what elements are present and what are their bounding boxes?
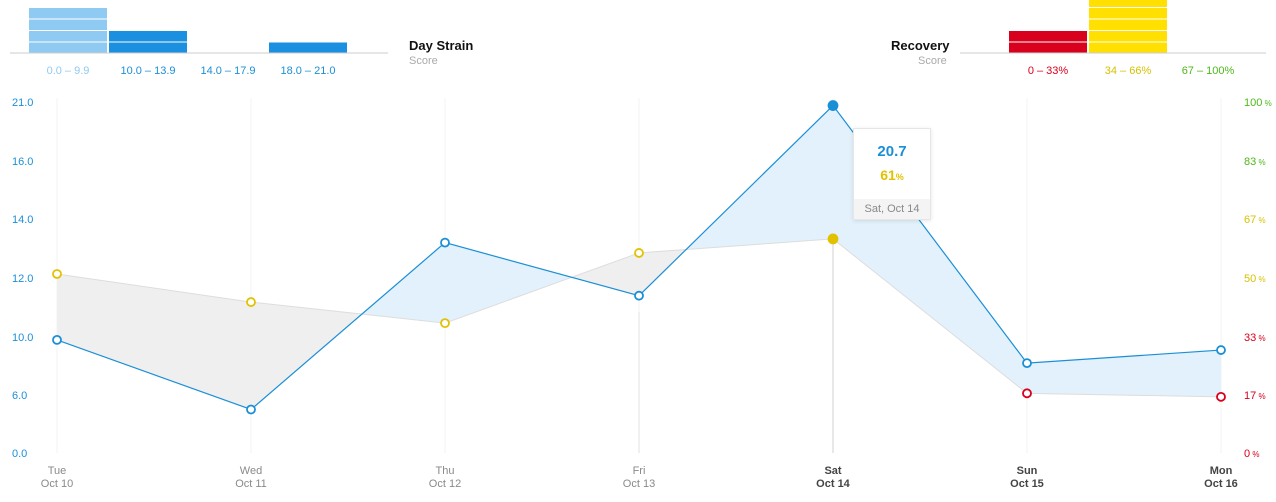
- strain-bin-label: 10.0 – 13.9: [120, 65, 175, 77]
- band-region: [1027, 350, 1221, 397]
- right-axis-tick-value: 33: [1244, 332, 1256, 344]
- recovery-point: [827, 233, 839, 245]
- x-axis-date-label: Oct 10: [41, 478, 73, 490]
- band-region: [361, 242, 445, 324]
- recovery-histogram-segment: [1089, 31, 1167, 42]
- x-axis-day-label: Sun: [1017, 465, 1038, 477]
- left-axis-tick-label: 10.0: [12, 332, 33, 344]
- x-axis-day-label: Wed: [240, 465, 262, 477]
- recovery-histogram-segment: [1089, 0, 1167, 7]
- right-axis-tick-label: 83 %: [1244, 156, 1266, 168]
- right-axis-tick-value: 67: [1244, 214, 1256, 226]
- strain-histogram-segment: [29, 31, 107, 42]
- chart-tooltip: 20.7 61% Sat, Oct 14: [853, 128, 931, 220]
- tooltip-date: Sat, Oct 14: [854, 199, 930, 219]
- tooltip-recovery-unit: %: [895, 172, 904, 182]
- right-axis-tick-label: 50 %: [1244, 273, 1266, 285]
- right-axis-tick-unit: %: [1256, 216, 1265, 225]
- recovery-bin-label: 67 – 100%: [1182, 65, 1235, 77]
- left-axis-tick-label: 21.0: [12, 97, 33, 109]
- x-axis-date-label: Oct 11: [235, 478, 267, 490]
- right-axis-tick-label: 17 %: [1244, 390, 1266, 402]
- strain-histogram-segment: [109, 42, 187, 53]
- recovery-histogram-segment: [1089, 42, 1167, 53]
- right-axis-tick-unit: %: [1262, 99, 1271, 108]
- strain-histogram-segment: [269, 42, 347, 53]
- left-axis-tick-label: 6.0: [12, 390, 27, 402]
- recovery-point: [246, 297, 256, 307]
- recovery-histogram-segment: [1009, 31, 1087, 42]
- strain-legend-title: Day Strain: [409, 38, 474, 53]
- recovery-legend-subtitle: Score: [918, 55, 947, 67]
- right-axis-tick-label: 67 %: [1244, 214, 1266, 226]
- recovery-histogram-segment: [1009, 42, 1087, 53]
- x-axis-day-label: Sat: [824, 465, 841, 477]
- x-axis-date-label: Oct 14: [816, 478, 851, 490]
- recovery-point: [52, 269, 62, 279]
- x-axis-day-label: Fri: [633, 465, 646, 477]
- strain-histogram-segment: [29, 42, 107, 53]
- recovery-point: [1022, 388, 1032, 399]
- x-axis-date-label: Oct 13: [623, 478, 655, 490]
- band-region: [445, 242, 572, 324]
- x-axis-day-label: Tue: [48, 465, 67, 477]
- strain-point: [1216, 345, 1226, 355]
- strain-bin-label: 14.0 – 17.9: [200, 65, 255, 77]
- left-axis-tick-label: 14.0: [12, 214, 33, 226]
- band-region: [251, 302, 362, 410]
- strain-point: [1022, 358, 1032, 369]
- right-axis-tick-value: 50: [1244, 273, 1256, 285]
- right-axis-tick-unit: %: [1256, 334, 1265, 343]
- band-region: [57, 273, 251, 410]
- x-axis-day-label: Thu: [436, 465, 455, 477]
- left-axis-tick-label: 12.0: [12, 273, 33, 285]
- x-axis-date-label: Oct 15: [1010, 478, 1044, 490]
- left-axis-tick-label: 16.0: [12, 156, 33, 168]
- recovery-bin-label: 34 – 66%: [1105, 65, 1152, 77]
- right-axis-tick-label: 100 %: [1244, 97, 1272, 109]
- right-axis-tick-value: 0: [1244, 448, 1250, 460]
- right-axis-tick-label: 33 %: [1244, 332, 1266, 344]
- recovery-point: [1216, 391, 1226, 402]
- strain-histogram-segment: [109, 31, 187, 42]
- right-axis-tick-value: 17: [1244, 390, 1256, 402]
- tooltip-recovery-number: 61: [880, 167, 896, 183]
- tooltip-recovery-value: 61%: [854, 167, 930, 183]
- recovery-point: [634, 248, 644, 258]
- right-axis-tick-unit: %: [1256, 158, 1265, 167]
- x-axis-date-label: Oct 12: [429, 478, 461, 490]
- strain-point: [827, 100, 839, 111]
- right-axis-tick-value: 100: [1244, 97, 1262, 109]
- right-axis-tick-unit: %: [1256, 275, 1265, 284]
- band-region: [571, 252, 639, 296]
- strain-bin-label: 0.0 – 9.9: [47, 65, 90, 77]
- left-axis-tick-label: 0.0: [12, 448, 27, 460]
- strain-point: [246, 404, 256, 415]
- recovery-legend-title: Recovery: [891, 38, 950, 53]
- strain-point: [440, 237, 450, 248]
- strain-point: [634, 290, 644, 301]
- x-axis-date-label: Oct 16: [1204, 478, 1238, 490]
- strain-bin-label: 18.0 – 21.0: [280, 65, 335, 77]
- tooltip-strain-value: 20.7: [877, 143, 907, 160]
- right-axis-tick-label: 0 %: [1244, 448, 1259, 460]
- band-region: [686, 105, 833, 250]
- strain-histogram-segment: [29, 8, 107, 19]
- strain-legend-subtitle: Score: [409, 55, 438, 67]
- right-axis-tick-value: 83: [1244, 156, 1256, 168]
- right-axis-tick-unit: %: [1256, 392, 1265, 401]
- strain-histogram-segment: [29, 19, 107, 30]
- recovery-point: [440, 318, 450, 329]
- right-axis-tick-unit: %: [1250, 450, 1259, 459]
- recovery-histogram-segment: [1089, 19, 1167, 30]
- recovery-histogram-segment: [1089, 8, 1167, 19]
- strain-point: [52, 334, 62, 345]
- x-axis-day-label: Mon: [1210, 465, 1233, 477]
- recovery-bin-label: 0 – 33%: [1028, 65, 1069, 77]
